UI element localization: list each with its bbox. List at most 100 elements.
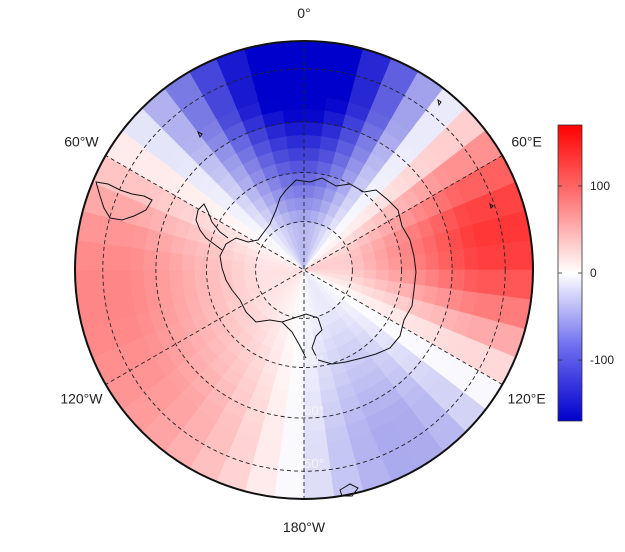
field-cell (400, 255, 415, 271)
field-cell (400, 269, 415, 285)
field-cell (181, 253, 196, 271)
field-cell (286, 134, 305, 149)
field-cell (450, 269, 466, 292)
field-cell (303, 54, 333, 71)
field-cell (129, 246, 145, 271)
field-cell (303, 68, 331, 85)
field-cell (116, 269, 132, 295)
field-cell (503, 269, 520, 299)
field-cell (116, 245, 132, 271)
field-cell (303, 82, 329, 98)
field-cell (303, 416, 326, 432)
field-cell (303, 172, 318, 186)
field-cell (503, 241, 520, 271)
field-cell (284, 403, 305, 419)
latitude-circle (255, 221, 353, 319)
field-cell (425, 252, 440, 271)
field-cell (230, 269, 245, 280)
field-cell (75, 269, 92, 301)
field-cell (303, 317, 313, 331)
field-cell (303, 429, 328, 445)
field-cell (303, 159, 319, 174)
field-cell (425, 269, 440, 288)
field-cell (287, 378, 305, 393)
field-cell (363, 260, 378, 271)
ross-ice-edge (281, 321, 307, 359)
field-cell (206, 256, 220, 271)
field-cell (290, 172, 305, 186)
longitude-label-lon-120e: 120°E (507, 391, 545, 407)
meridian-line (105, 155, 503, 385)
field-cell (88, 241, 105, 271)
latitude-circle (206, 172, 402, 368)
small-island-1 (437, 98, 442, 107)
field-cell (129, 269, 145, 294)
field-cell (463, 246, 479, 271)
field-cell (284, 121, 305, 137)
latitude-labels: 70° 60° 50° (304, 353, 324, 472)
field-cell (303, 329, 314, 344)
field-cell (489, 269, 506, 297)
field-cell (280, 95, 305, 111)
field-cell (286, 391, 305, 406)
field-cell (287, 147, 305, 162)
latitude-label-lat-60: 60° (304, 403, 324, 418)
field-cell (388, 256, 402, 271)
field-cell (290, 354, 305, 368)
field-cell (155, 250, 171, 271)
field-cell (294, 196, 305, 211)
field-cell (303, 95, 328, 111)
field-cell (289, 159, 305, 174)
field-cell (303, 366, 319, 381)
south-america-tip (95, 181, 153, 221)
colorbar-tick-label: 100 (590, 179, 610, 193)
field-cell (516, 239, 533, 271)
field-cell (273, 41, 305, 58)
colorbar: 100 0 -100 (557, 124, 614, 422)
field-cell (193, 269, 208, 285)
latitude-label-lat-70: 70° (304, 353, 324, 368)
field-cell (437, 250, 453, 271)
field-cell (193, 255, 208, 271)
longitude-label-lon-0: 0° (297, 5, 310, 21)
field-cell (303, 147, 321, 162)
field-cell (295, 209, 305, 223)
field-cell (476, 269, 492, 295)
field-cell (277, 68, 305, 85)
field-cell (303, 134, 322, 149)
map-boundary (74, 40, 534, 500)
field-cell (303, 469, 333, 486)
field-cell (303, 184, 316, 199)
latitude-circle (155, 121, 453, 419)
field-cell (168, 252, 183, 271)
field-cell (303, 482, 335, 499)
east-antarctica-coast (219, 177, 417, 365)
field-cell (155, 269, 171, 290)
field-cell (476, 245, 492, 271)
field-cell (437, 269, 453, 290)
field-cell (351, 261, 365, 271)
field-cell (303, 121, 324, 137)
field-cell (275, 54, 305, 71)
field-cell (289, 366, 305, 381)
longitude-label-lon-120w: 120°W (60, 391, 103, 407)
colorbar-ticks: 100 0 -100 (558, 179, 614, 367)
field-cell (279, 442, 305, 458)
field-cell (292, 184, 305, 199)
field-cell (463, 269, 479, 294)
field-cell (489, 243, 506, 271)
field-cell (388, 269, 402, 284)
small-island-3 (197, 130, 203, 139)
field-cell (280, 429, 305, 445)
field-cell (450, 248, 466, 271)
field-cell (282, 416, 305, 432)
longitude-labels: 0° 60°E 120°E 180°W 120°W 60°W (60, 5, 545, 535)
antarctic-peninsula (195, 203, 229, 251)
colorbar-tick-label: -100 (590, 353, 614, 367)
field-cell (102, 269, 119, 297)
longitude-label-lon-60w: 60°W (64, 134, 99, 150)
field-cell (142, 248, 158, 271)
field-cell (303, 108, 326, 124)
field-cell (375, 258, 390, 271)
